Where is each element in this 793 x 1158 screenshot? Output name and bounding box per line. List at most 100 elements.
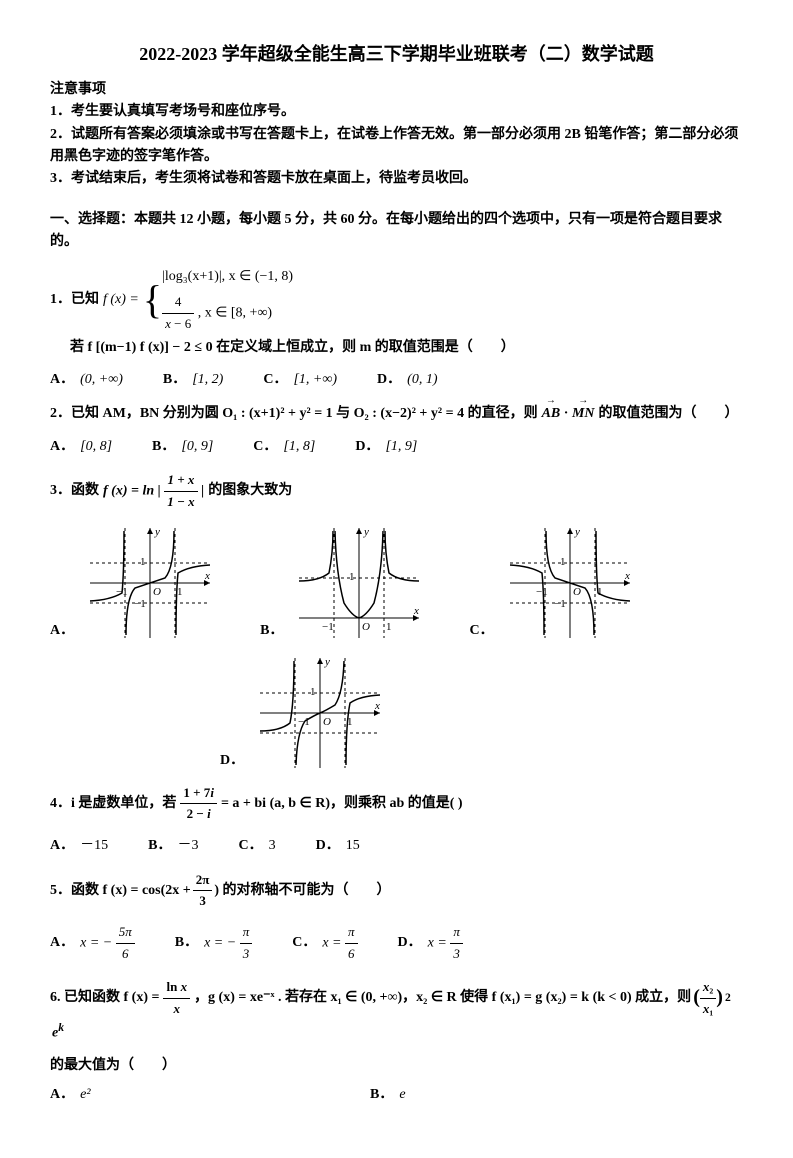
opt-label-a: A． — [50, 835, 74, 857]
q3-graphs-row1: A． −1 1 1 −1 O x y B． — [50, 523, 743, 643]
graph-b: −1 1 1 O x y — [289, 523, 429, 643]
svg-text:−1: −1 — [322, 621, 334, 633]
question-3: 3．函数 f (x) = ln | 1 + x1 − x | 的图象大致为 — [50, 470, 743, 513]
q1-prefix: 1．已知 — [50, 289, 99, 311]
q5-b-pre: x = − — [204, 936, 236, 951]
svg-text:−1: −1 — [116, 586, 128, 598]
q2-opt-c-val: [1, 8] — [283, 436, 315, 458]
q2-opt-d-val: [1, 9] — [385, 436, 417, 458]
opt-label-c: C． — [238, 835, 262, 857]
svg-text:y: y — [324, 656, 330, 668]
graph-d: −1 1 1 O x y — [250, 653, 390, 773]
q5-frac-main: 2π3 — [193, 870, 213, 913]
q3-func: f (x) = ln | 1 + x1 − x | — [103, 470, 204, 513]
q2-tail: 的取值范围为（ ） — [599, 403, 739, 425]
svg-text:1: 1 — [386, 621, 392, 633]
q6-opt-a-val: e² — [80, 1084, 90, 1106]
opt-label-c: C． — [292, 932, 316, 954]
opt-label-b: B． — [370, 1084, 393, 1106]
q4-opt-b[interactable]: B．－3 — [148, 835, 198, 857]
q1-opt-d-val: (0, 1) — [407, 369, 437, 391]
opt-label-b: B． — [152, 436, 175, 458]
graph-c: −1 1 1 −1 O x y — [500, 523, 640, 643]
q2-text: 2．已知 AM，BN 分别为圆 O₁ : (x+1)² + y² = 1 与 O… — [50, 403, 538, 425]
q6-opt-b-val: e — [399, 1084, 405, 1106]
svg-text:1: 1 — [347, 716, 353, 728]
q1-opt-c[interactable]: C． [1, +∞) — [263, 369, 337, 391]
q5-opt-b[interactable]: B．x = − π3 — [175, 922, 252, 965]
q2-opt-a-val: [0, 8] — [80, 436, 112, 458]
q3-opt-b[interactable]: B． −1 1 1 O x y — [260, 523, 429, 643]
q6-opt-b[interactable]: B． e — [370, 1084, 406, 1106]
q5-opt-c[interactable]: C．x = π6 — [292, 922, 357, 965]
q4-opt-d-val: 15 — [346, 835, 360, 857]
q2-opt-c[interactable]: C．[1, 8] — [253, 436, 315, 458]
q3-opt-c[interactable]: C． −1 1 1 −1 O x y — [469, 523, 639, 643]
q3-label-a: A． — [50, 620, 74, 642]
svg-text:O: O — [153, 586, 161, 598]
q1-opt-d[interactable]: D． (0, 1) — [377, 369, 437, 391]
svg-text:x: x — [413, 605, 419, 617]
opt-label-d: D． — [316, 835, 340, 857]
opt-label-a: A． — [50, 932, 74, 954]
q3-text: 3．函数 — [50, 480, 99, 502]
q1-func: f (x) = — [103, 289, 139, 311]
opt-label-b: B． — [175, 932, 198, 954]
q3-opt-a[interactable]: A． −1 1 1 −1 O x y — [50, 523, 220, 643]
notice-header: 注意事项 — [50, 79, 743, 101]
q1-options: A．(0, +∞) B．[1, 2) C． [1, +∞) D． (0, 1) — [50, 369, 743, 391]
q2-opt-d[interactable]: D．[1, 9] — [355, 436, 417, 458]
question-6: 6. 已知函数 f (x) = ln xx ，g (x) = xe⁻ˣ . 若存… — [50, 977, 743, 1046]
q1-opt-c-val: [1, +∞) — [293, 369, 337, 391]
q6-tail: 的最大值为（ ） — [50, 1055, 743, 1077]
q4-opt-d[interactable]: D． 15 — [316, 835, 360, 857]
question-2: 2．已知 AM，BN 分别为圆 O₁ : (x+1)² + y² = 1 与 O… — [50, 403, 743, 425]
question-1: 1．已知 f (x) = { |log₃(x+1)|, x ∈ (−1, 8) … — [50, 264, 743, 359]
svg-text:1: 1 — [310, 686, 316, 698]
svg-text:y: y — [154, 526, 160, 538]
opt-label-c: C． — [263, 369, 287, 391]
q2-options: A．[0, 8] B．[0, 9] C．[1, 8] D．[1, 9] — [50, 436, 743, 458]
q5-d-pre: x = — [428, 936, 447, 951]
svg-text:x: x — [624, 570, 630, 582]
q4-frac: 1 + 7i2 − i — [180, 783, 217, 826]
question-4: 4．i 是虚数单位，若 1 + 7i2 − i = a + bi (a, b ∈… — [50, 783, 743, 826]
q5-a-pre: x = − — [80, 936, 112, 951]
opt-label-d: D． — [377, 369, 401, 391]
opt-label-b: B． — [148, 835, 171, 857]
q4-options: A． －15 B．－3 C． 3 D． 15 — [50, 835, 743, 857]
svg-text:O: O — [362, 621, 370, 633]
opt-label-d: D． — [398, 932, 422, 954]
svg-text:y: y — [363, 526, 369, 538]
q2-vectors: AB · MN — [542, 403, 595, 425]
svg-text:−1: −1 — [536, 586, 548, 598]
svg-text:1: 1 — [597, 586, 603, 598]
q3-label-c: C． — [469, 620, 493, 642]
opt-label-a: A． — [50, 369, 74, 391]
svg-text:1: 1 — [177, 586, 183, 598]
q1-piecewise: |log₃(x+1)|, x ∈ (−1, 8) 4x − 6 , x ∈ [8… — [162, 264, 293, 337]
q4-opt-c[interactable]: C． 3 — [238, 835, 275, 857]
q3-opt-d[interactable]: D． −1 1 1 O x y — [220, 653, 390, 773]
q6-opt-a[interactable]: A．e² — [50, 1084, 330, 1106]
q4-opt-a-val: －15 — [80, 835, 108, 857]
q5-opt-a[interactable]: A．x = − 5π6 — [50, 922, 135, 965]
q3-graphs-row2: D． −1 1 1 O x y — [220, 653, 743, 773]
q6-paren: (x₂x₁) — [693, 977, 723, 1020]
notice-1: 1．考生要认真填写考场号和座位序号。 — [50, 101, 743, 123]
svg-text:−1: −1 — [554, 598, 566, 610]
q5-opt-d[interactable]: D．x = π3 — [398, 922, 463, 965]
q1-piece2-domain: , x ∈ [8, +∞) — [198, 305, 272, 320]
exam-title: 2022-2023 学年超级全能生高三下学期毕业班联考（二）数学试题 — [50, 40, 743, 69]
q4-opt-a[interactable]: A． －15 — [50, 835, 108, 857]
q2-opt-a[interactable]: A．[0, 8] — [50, 436, 112, 458]
graph-a: −1 1 1 −1 O x y — [80, 523, 220, 643]
q1-opt-b[interactable]: B．[1, 2) — [163, 369, 223, 391]
q4-pre: 4．i 是虚数单位，若 — [50, 793, 176, 815]
q2-opt-b[interactable]: B．[0, 9] — [152, 436, 213, 458]
q3-tail: 的图象大致为 — [208, 480, 292, 502]
q4-opt-c-val: 3 — [269, 835, 276, 857]
q1-opt-b-val: [1, 2) — [192, 369, 223, 391]
svg-text:x: x — [204, 570, 210, 582]
q1-opt-a[interactable]: A．(0, +∞) — [50, 369, 123, 391]
